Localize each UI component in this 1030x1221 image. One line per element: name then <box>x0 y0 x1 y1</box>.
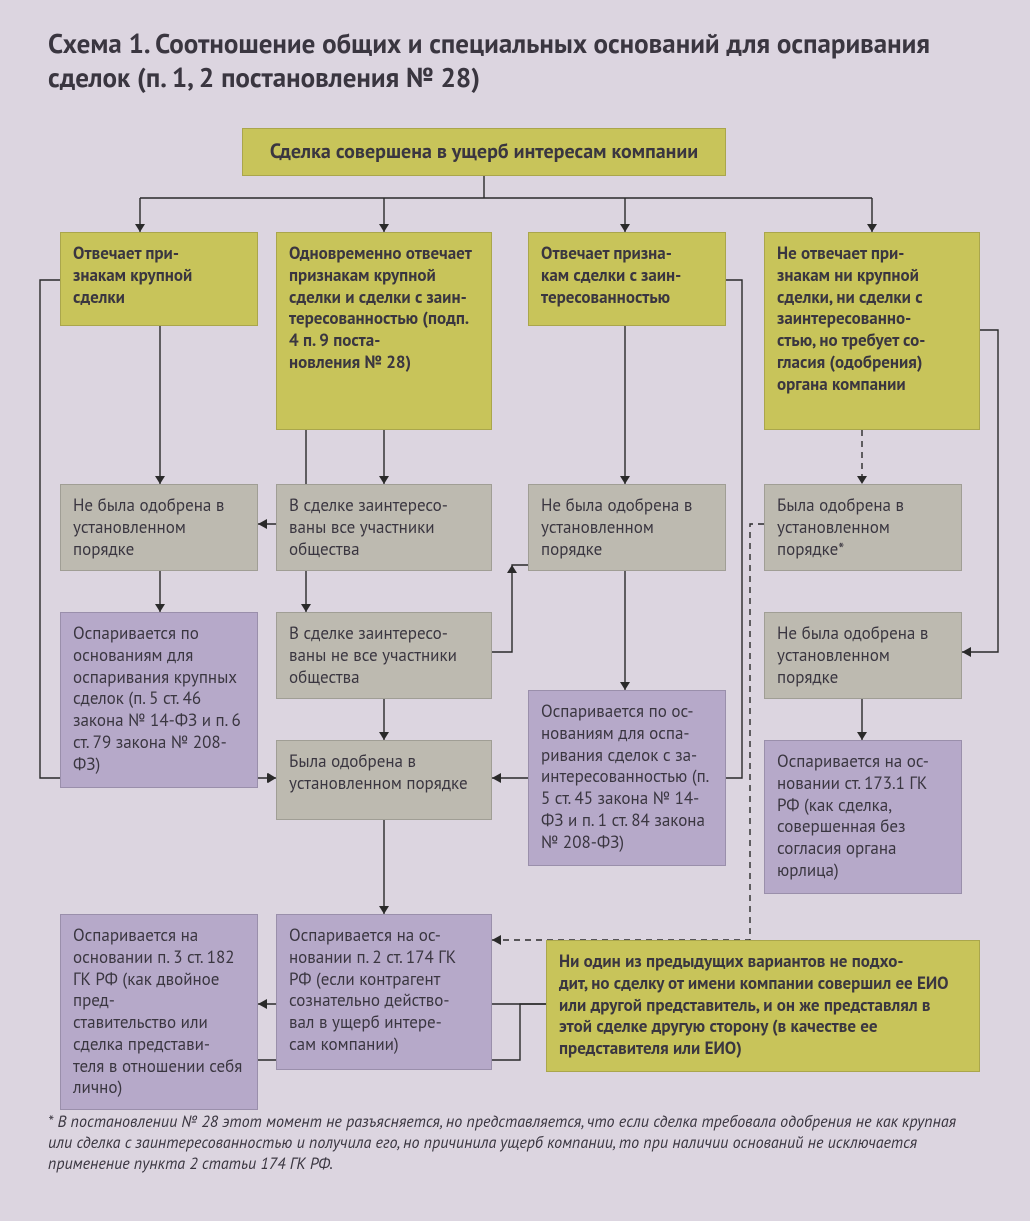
node-d4: Оспаривается на ос- новании ст. 173.1 ГК… <box>764 740 962 894</box>
footnote-text: * В постановлении № 28 этот момент не ра… <box>48 1112 968 1174</box>
node-d2: Была одобрена в установленном порядке <box>276 740 492 820</box>
node-e3: Ни один из предыдущих вариантов не подхо… <box>546 940 980 1072</box>
diagram-title: Схема 1. Соотношение общих и специальных… <box>48 28 948 96</box>
flowchart-canvas: Схема 1. Соотношение общих и специальных… <box>0 0 1030 1221</box>
node-c4: Не была одобрена в установленном порядке <box>764 612 962 699</box>
node-c2: В сделке заинтересо- ваны не все участни… <box>276 612 492 699</box>
node-a2: Одновременно отвечает признакам крупной … <box>276 232 492 430</box>
node-a4: Не отвечает при- знакам ни крупной сделк… <box>764 232 980 430</box>
node-a3: Отвечает призна- кам сделки с заин- тере… <box>528 232 726 326</box>
node-c1: Оспаривается по основаниям для оспариван… <box>60 612 258 788</box>
node-b1: Не была одобрена в установленном порядке <box>60 484 258 571</box>
node-root: Сделка совершена в ущерб интересам компа… <box>242 128 726 176</box>
node-e2: Оспаривается на ос- новании п. 2 ст. 174… <box>276 914 492 1070</box>
node-b3: Не была одобрена в установленном порядке <box>528 484 726 571</box>
node-b4: Была одобрена в установленном порядке* <box>764 484 962 571</box>
node-e1: Оспаривается на основании п. 3 ст. 182 Г… <box>60 914 258 1110</box>
node-d3: Оспаривается по ос- нованиям для оспа- р… <box>528 690 726 866</box>
node-b2: В сделке заинтересо- ваны все участники … <box>276 484 492 571</box>
node-a1: Отвечает при- знакам крупной сделки <box>60 232 258 326</box>
